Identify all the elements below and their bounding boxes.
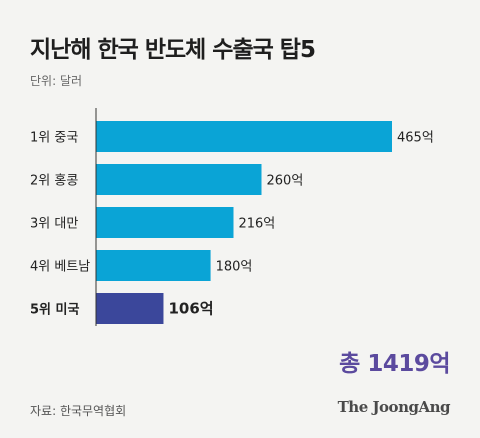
chart-title: 지난해 한국 반도체 수출국 탑5 (30, 37, 316, 63)
category-label: 3위 대만 (30, 217, 78, 232)
bar (96, 164, 262, 195)
value-label: 260억 (267, 174, 304, 189)
value-label: 180억 (216, 260, 253, 275)
bar (96, 207, 234, 238)
bar-chart: 1위 중국 465억 2위 홍콩 260억 3위 대만 216억 4위 베트남 180억 5위 … (30, 108, 434, 326)
source-label: 자료: 한국무역협회 (30, 404, 127, 418)
category-label: 2위 홍콩 (30, 174, 78, 189)
unit-label: 단위: 달러 (30, 74, 83, 88)
value-label: 216억 (238, 217, 275, 232)
value-label: 465억 (397, 131, 434, 146)
total-label: 총 1419억 (339, 351, 450, 377)
bar (96, 121, 392, 152)
category-label: 4위 베트남 (30, 260, 90, 275)
bar (96, 293, 164, 324)
publisher-logo: The JoongAng (337, 398, 451, 416)
bar (96, 250, 211, 281)
category-label: 5위 미국 (30, 302, 79, 318)
value-label: 106억 (168, 300, 213, 318)
category-label: 1위 중국 (30, 131, 78, 146)
